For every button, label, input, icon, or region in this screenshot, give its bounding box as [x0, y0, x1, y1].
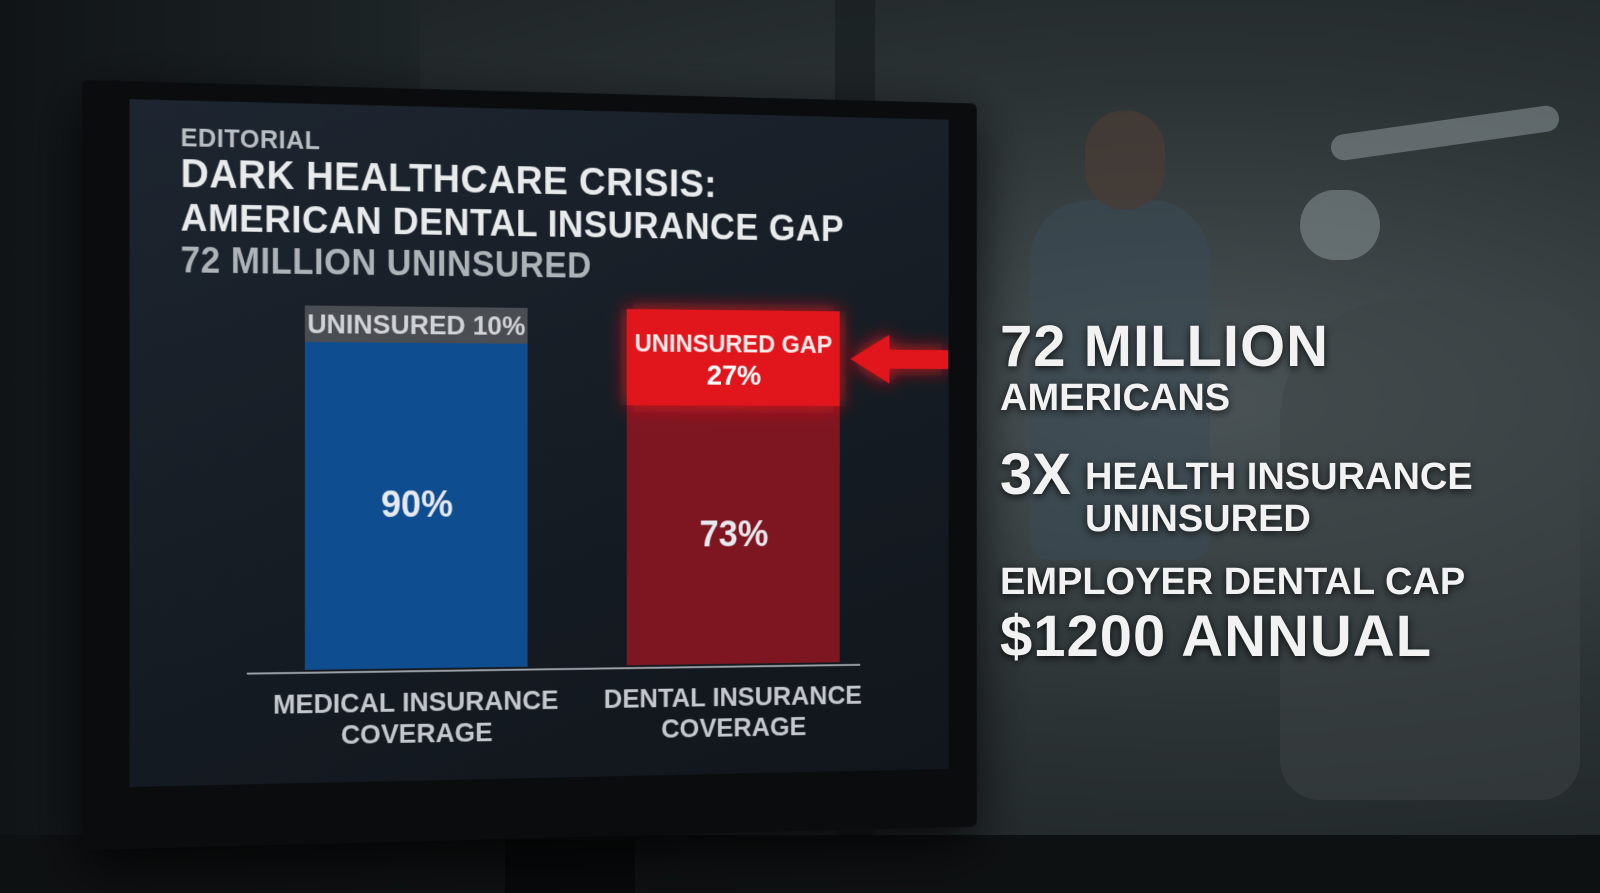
label-uninsured-gap-title: UNINSURED GAP — [635, 330, 833, 359]
bar-chart: 90%UNINSURED 10%MEDICAL INSURANCECOVERAG… — [129, 305, 948, 750]
x-tick-label-dental: COVERAGE — [661, 711, 806, 743]
stats-panel: 72 MILLION AMERICANS 3x HEALTH INSURANCE… — [1000, 318, 1473, 666]
stat-uninsured: UNINSURED — [1084, 498, 1311, 540]
bar-dental-covered — [626, 405, 840, 666]
bar-medical-uninsured — [304, 305, 528, 344]
bar-dental-uninsured-gap — [626, 309, 840, 407]
x-tick-label-medical: MEDICAL INSURANCE — [273, 685, 558, 720]
label-medical-covered: 90% — [381, 485, 453, 526]
stat-employer-cap: EMPLOYER DENTAL CAP — [1000, 561, 1466, 603]
x-tick-label-medical: COVERAGE — [341, 717, 493, 750]
background-lamp-head — [1300, 190, 1380, 260]
highlight-arrow — [850, 334, 948, 385]
stat-millions: 72 MILLION — [1000, 314, 1330, 379]
bar-medical-covered — [304, 341, 528, 670]
monitor-stand — [505, 840, 635, 893]
label-dental-covered: 73% — [699, 514, 768, 555]
background-lamp-arm — [1329, 104, 1561, 162]
background-dental-chair — [1280, 300, 1580, 800]
monitor-screen: EDITORIAL DARK HEALTHCARE CRISIS: AMERIC… — [129, 99, 949, 787]
stat-multiplier: 3x — [1000, 442, 1071, 507]
stat-health-insurance: HEALTH INSURANCE — [1084, 456, 1473, 498]
stat-annual-cap: $1200 ANNUAL — [1000, 604, 1433, 669]
monitor: EDITORIAL DARK HEALTHCARE CRISIS: AMERIC… — [82, 80, 977, 850]
background-dentist-body — [1030, 200, 1210, 560]
label-medical-uninsured: UNINSURED 10% — [307, 309, 525, 342]
stat-americans: AMERICANS — [1000, 377, 1231, 419]
label-uninsured-gap-value: 27% — [707, 360, 761, 392]
x-tick-label-dental: DENTAL INSURANCE — [604, 680, 862, 714]
stat-multiplier-row: 3x HEALTH INSURANCE UNINSURED — [1000, 442, 1473, 541]
background-dentist-head — [1085, 110, 1165, 210]
